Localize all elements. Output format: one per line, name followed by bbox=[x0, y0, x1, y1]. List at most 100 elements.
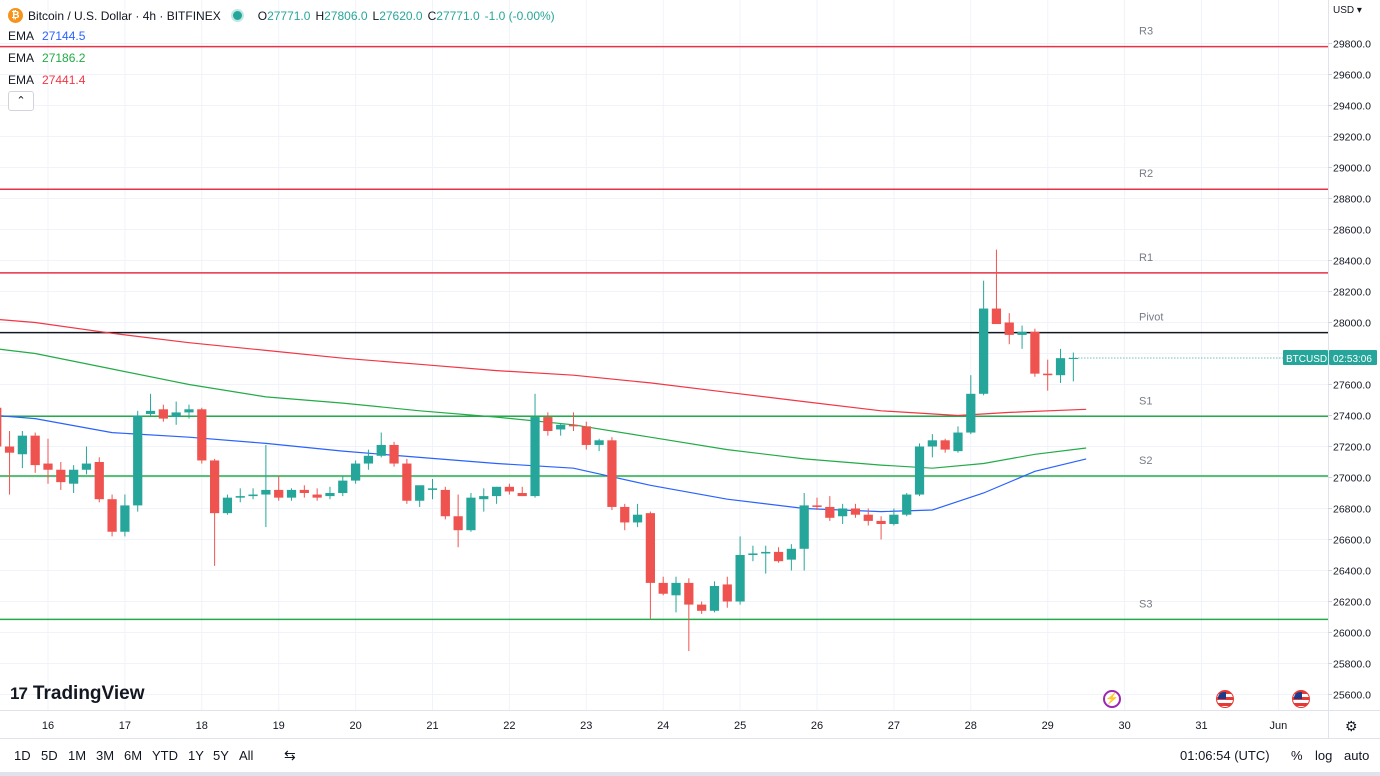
candle-body[interactable] bbox=[581, 426, 591, 445]
us-flag-event-icon[interactable] bbox=[1292, 690, 1310, 708]
candle-body[interactable] bbox=[940, 440, 950, 450]
candle-body[interactable] bbox=[120, 505, 130, 532]
candle-body[interactable] bbox=[735, 555, 745, 602]
candle-body[interactable] bbox=[773, 551, 784, 562]
auto-scale-button[interactable]: auto bbox=[1344, 748, 1370, 763]
timeframe-button[interactable]: 1D bbox=[14, 748, 31, 763]
log-scale-button[interactable]: log bbox=[1315, 748, 1333, 763]
symbol-badge[interactable] bbox=[1283, 349, 1328, 365]
candle-body[interactable] bbox=[620, 506, 630, 523]
candle-body[interactable] bbox=[1017, 331, 1027, 335]
candle-body[interactable] bbox=[1004, 322, 1014, 335]
candle-body[interactable] bbox=[684, 582, 694, 605]
candle-body[interactable] bbox=[440, 489, 450, 517]
candle-body[interactable] bbox=[991, 308, 1002, 325]
candle-body[interactable] bbox=[632, 514, 643, 523]
ema-legend-row[interactable]: EMA 27441.4 bbox=[8, 73, 85, 87]
candle-body[interactable] bbox=[927, 440, 937, 447]
candle-body[interactable] bbox=[902, 494, 912, 515]
us-flag-event-icon[interactable] bbox=[1216, 690, 1234, 708]
candle-body[interactable] bbox=[94, 462, 104, 500]
timeframe-button[interactable]: 1M bbox=[68, 748, 87, 763]
candle-body[interactable] bbox=[914, 446, 925, 495]
timeframe-button[interactable]: 1Y bbox=[188, 748, 204, 763]
timeframe-button[interactable]: 5D bbox=[41, 748, 58, 763]
candle-body[interactable] bbox=[415, 485, 425, 501]
candle-body[interactable] bbox=[69, 469, 79, 484]
candle-body[interactable] bbox=[812, 505, 822, 507]
candle-body[interactable] bbox=[722, 584, 732, 602]
candle-body[interactable] bbox=[56, 469, 66, 483]
candle-body[interactable] bbox=[389, 444, 399, 464]
currency-selector[interactable]: USD ▾ bbox=[1333, 5, 1362, 16]
candle-body[interactable] bbox=[594, 440, 604, 445]
candle-body[interactable] bbox=[799, 505, 809, 549]
candle-body[interactable] bbox=[491, 486, 502, 497]
candle-body[interactable] bbox=[274, 489, 284, 498]
candle-body[interactable] bbox=[376, 444, 386, 456]
candle-body[interactable] bbox=[0, 407, 2, 447]
candle-body[interactable] bbox=[658, 582, 668, 594]
candle-body[interactable] bbox=[210, 460, 220, 514]
chart-canvas[interactable]: R3 R2 R1 Pivot S1 S2 S3 29800.0 29600.0 29400.0 29… bbox=[0, 0, 1380, 738]
candle-body[interactable] bbox=[453, 516, 463, 531]
candle-body[interactable] bbox=[850, 508, 861, 515]
candle-body[interactable] bbox=[517, 493, 527, 497]
candle-body[interactable] bbox=[504, 486, 515, 492]
candle-body[interactable] bbox=[286, 489, 297, 498]
event-lightning-icon[interactable]: ⚡ bbox=[1103, 690, 1121, 708]
candle-body[interactable] bbox=[1055, 358, 1066, 376]
candle-body[interactable] bbox=[350, 463, 361, 481]
timeframe-button[interactable]: 6M bbox=[124, 748, 143, 763]
timeframe-button[interactable]: YTD bbox=[152, 748, 178, 763]
candle-body[interactable] bbox=[889, 514, 899, 524]
candle-body[interactable] bbox=[530, 417, 540, 497]
candle-body[interactable] bbox=[568, 424, 579, 427]
candle-body[interactable] bbox=[133, 415, 143, 506]
candle-body[interactable] bbox=[184, 409, 194, 413]
symbol-title[interactable]: Bitcoin / U.S. Dollar · 4h · BITFINEX bbox=[28, 8, 221, 23]
candle-body[interactable] bbox=[863, 514, 873, 521]
candle-body[interactable] bbox=[543, 417, 553, 431]
candle-body[interactable] bbox=[697, 604, 707, 611]
timeframe-button[interactable]: 3M bbox=[96, 748, 115, 763]
candle-body[interactable] bbox=[4, 446, 15, 453]
chart-settings-gear-icon[interactable]: ⚙ bbox=[1345, 718, 1358, 734]
candle-body[interactable] bbox=[748, 553, 758, 555]
candle-body[interactable] bbox=[81, 463, 92, 470]
candle-body[interactable] bbox=[197, 409, 207, 461]
symbol-row[interactable]: ₿ Bitcoin / U.S. Dollar · 4h · BITFINEX … bbox=[8, 8, 560, 23]
candle-body[interactable] bbox=[761, 551, 771, 554]
candle-body[interactable] bbox=[30, 435, 40, 466]
candle-body[interactable] bbox=[953, 432, 963, 452]
candle-body[interactable] bbox=[1043, 373, 1053, 376]
candle-body[interactable] bbox=[17, 435, 27, 455]
ema-legend-row[interactable]: EMA 27186.2 bbox=[8, 51, 85, 65]
candle-body[interactable] bbox=[966, 393, 976, 433]
candle-body[interactable] bbox=[427, 488, 438, 490]
candle-body[interactable] bbox=[222, 497, 233, 514]
candle-body[interactable] bbox=[838, 508, 848, 517]
candle-body[interactable] bbox=[479, 496, 489, 500]
candle-body[interactable] bbox=[786, 548, 796, 560]
candle-body[interactable] bbox=[402, 463, 412, 501]
timeframe-button[interactable]: 5Y bbox=[213, 748, 229, 763]
candle-body[interactable] bbox=[261, 489, 271, 495]
candle-body[interactable] bbox=[145, 410, 156, 414]
percent-scale-button[interactable]: % bbox=[1291, 748, 1303, 763]
candle-body[interactable] bbox=[709, 586, 720, 611]
candle-body[interactable] bbox=[979, 308, 989, 394]
candle-body[interactable] bbox=[107, 499, 117, 532]
ema-legend-row[interactable]: EMA 27144.5 bbox=[8, 29, 85, 43]
candle-body[interactable] bbox=[158, 409, 168, 419]
compare-date-range-icon[interactable]: ⇆ bbox=[284, 747, 296, 763]
candle-body[interactable] bbox=[299, 489, 309, 493]
utc-clock[interactable]: 01:06:54 (UTC) bbox=[1180, 748, 1270, 763]
candle-body[interactable] bbox=[248, 494, 258, 497]
candle-body[interactable] bbox=[325, 493, 335, 497]
candle-body[interactable] bbox=[876, 520, 886, 524]
candle-body[interactable] bbox=[338, 480, 348, 493]
candle-body[interactable] bbox=[171, 412, 181, 418]
candle-body[interactable] bbox=[363, 455, 374, 464]
candle-body[interactable] bbox=[607, 440, 617, 507]
